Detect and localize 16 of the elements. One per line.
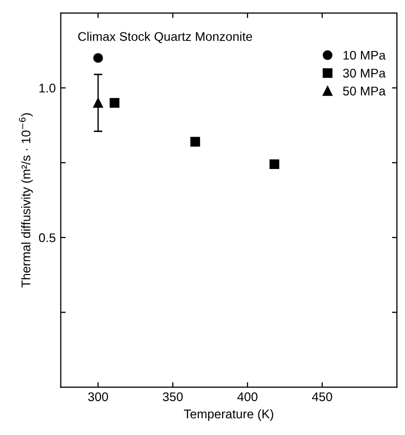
x-axis-title: Temperature (K) — [184, 409, 274, 421]
x-tick-label: 300 — [88, 392, 108, 402]
point — [93, 53, 103, 63]
y-tick-label: 1.0 — [39, 84, 56, 93]
legend-label: 10 MPa — [344, 50, 386, 60]
point — [190, 136, 200, 147]
legend-label: 30 MPa — [343, 68, 386, 78]
x-tick-label: 350 — [162, 392, 183, 402]
y-tick-label: 0.5 — [39, 233, 56, 242]
x-tick-label: 400 — [237, 392, 258, 402]
point — [270, 159, 280, 170]
point — [110, 98, 120, 108]
y-axis-title: Thermal diffusivity (m²/s · 10$^{−6}$) — [18, 113, 33, 288]
x-tick-label: 450 — [312, 392, 332, 402]
legend-label: 50 MPa — [343, 86, 386, 96]
annotation: Climax Stock Quartz Monzonite — [78, 32, 252, 44]
